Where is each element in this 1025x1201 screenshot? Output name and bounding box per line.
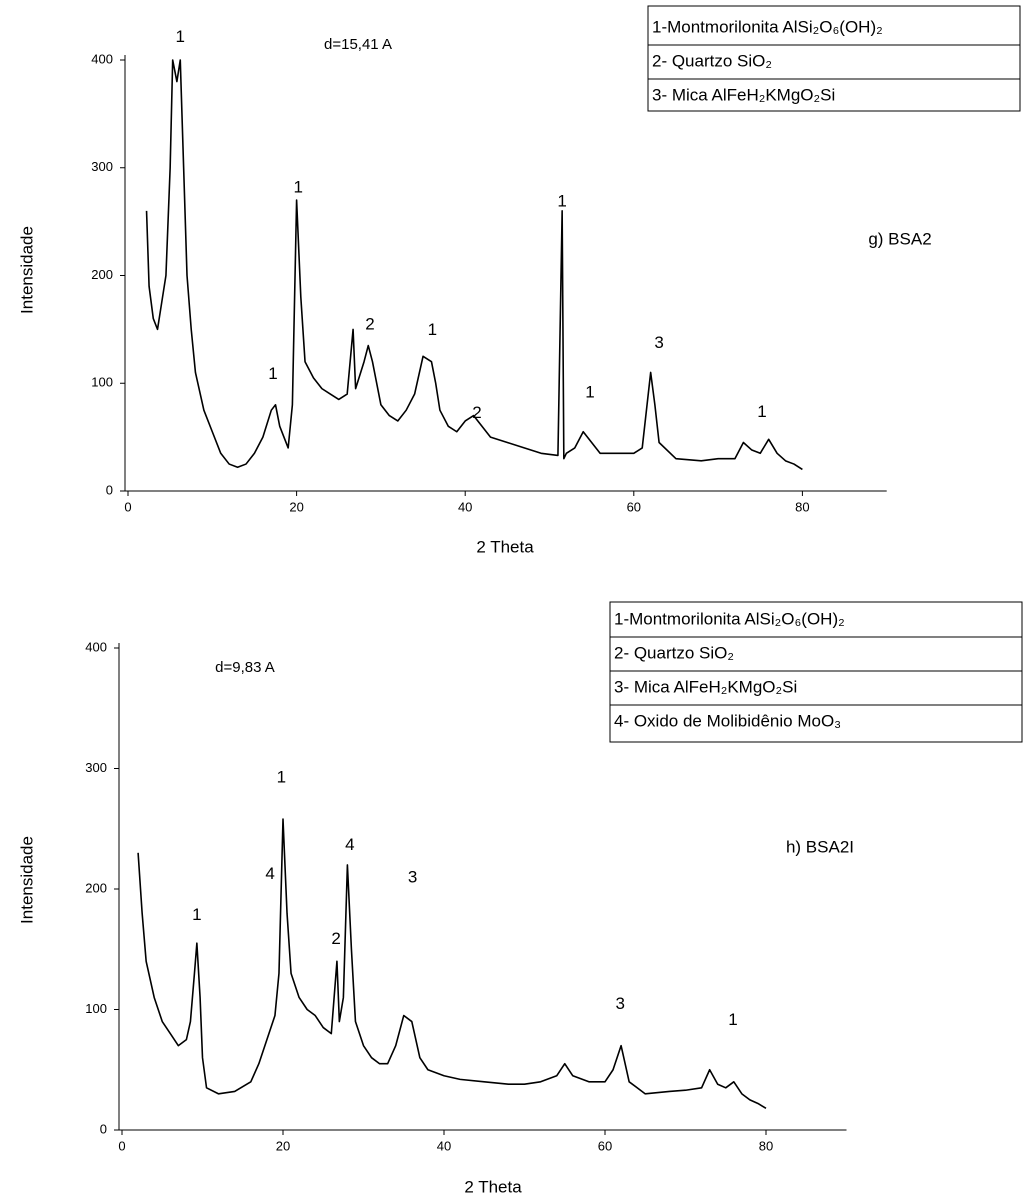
sample-label: g) BSA2 bbox=[868, 229, 931, 248]
x-axis-label: 2 Theta bbox=[464, 1177, 522, 1196]
peak-label: 3 bbox=[616, 994, 625, 1013]
y-axis-label: Intensidade bbox=[17, 836, 36, 924]
legend-item: 1-Montmorilonita AlSi₂O₆(OH)₂ bbox=[614, 609, 845, 628]
x-tick-label: 40 bbox=[458, 499, 472, 514]
note: d=9,83 A bbox=[215, 659, 275, 676]
peak-label: 1 bbox=[757, 402, 766, 421]
x-tick-label: 60 bbox=[598, 1138, 612, 1153]
legend-item: 3- Mica AlFeH₂KMgO₂Si bbox=[614, 677, 797, 696]
legend-item: 1-Montmorilonita AlSi₂O₆(OH)₂ bbox=[652, 17, 883, 36]
peak-label: 3 bbox=[654, 333, 663, 352]
peak-label: 1 bbox=[585, 382, 594, 401]
xrd-line bbox=[145, 59, 803, 471]
y-tick-label: 200 bbox=[85, 880, 107, 895]
x-tick-label: 60 bbox=[627, 499, 641, 514]
x-tick-label: 80 bbox=[795, 499, 809, 514]
y-tick-label: 0 bbox=[100, 1121, 107, 1136]
peak-label: 4 bbox=[265, 864, 274, 883]
y-tick-label: 200 bbox=[91, 267, 113, 282]
peak-label: 2 bbox=[365, 315, 374, 334]
legend-box bbox=[609, 601, 1023, 743]
peak-label: 2 bbox=[331, 929, 340, 948]
y-axis-label: Intensidade bbox=[17, 226, 36, 314]
peak-label: 3 bbox=[408, 868, 417, 887]
legend-item: 4- Oxido de Molibidênio MoO₃ bbox=[614, 711, 841, 730]
peak-label: 1 bbox=[294, 178, 303, 197]
peak-label: 1 bbox=[176, 27, 185, 46]
y-tick-label: 400 bbox=[85, 639, 107, 654]
legend-box bbox=[647, 5, 1021, 112]
x-axis-label: 2 Theta bbox=[476, 537, 534, 556]
x-tick-label: 0 bbox=[124, 499, 131, 514]
x-tick-label: 40 bbox=[437, 1138, 451, 1153]
y-tick-label: 100 bbox=[91, 375, 113, 390]
peak-label: 1 bbox=[728, 1010, 737, 1029]
peak-label: 1 bbox=[192, 905, 201, 924]
peak-label: 4 bbox=[345, 835, 354, 854]
peak-label: 1 bbox=[277, 768, 286, 787]
x-tick-label: 0 bbox=[118, 1138, 125, 1153]
legend-item: 2- Quartzo SiO₂ bbox=[614, 643, 734, 662]
peak-label: 1 bbox=[268, 364, 277, 383]
sample-label: h) BSA2I bbox=[786, 837, 854, 856]
y-tick-label: 400 bbox=[91, 51, 113, 66]
peak-label: 2 bbox=[472, 403, 481, 422]
note: d=15,41 A bbox=[324, 36, 392, 53]
y-tick-label: 0 bbox=[106, 482, 113, 497]
legend-item: 3- Mica AlFeH₂KMgO₂Si bbox=[652, 85, 835, 104]
peak-label: 1 bbox=[557, 192, 566, 211]
x-tick-label: 20 bbox=[276, 1138, 290, 1153]
xrd-line bbox=[137, 818, 767, 1109]
x-tick-label: 80 bbox=[759, 1138, 773, 1153]
x-tick-label: 20 bbox=[289, 499, 303, 514]
y-tick-label: 300 bbox=[91, 159, 113, 174]
y-tick-label: 100 bbox=[85, 1001, 107, 1016]
peak-label: 1 bbox=[428, 320, 437, 339]
y-tick-label: 300 bbox=[85, 760, 107, 775]
legend-item: 2- Quartzo SiO₂ bbox=[652, 51, 772, 70]
